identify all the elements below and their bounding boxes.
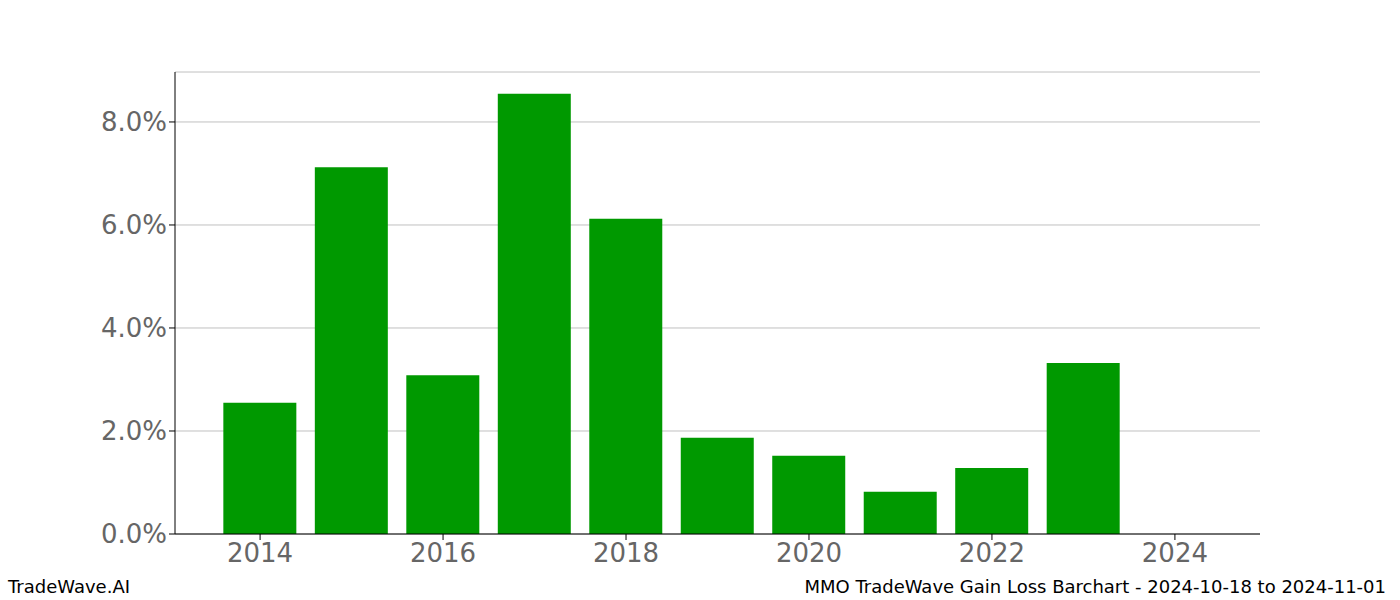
svg-text:2024: 2024 bbox=[1142, 538, 1208, 568]
svg-text:2018: 2018 bbox=[593, 538, 659, 568]
html-text:TradeWave.AI: TradeWave.AI bbox=[8, 576, 130, 597]
svg-text:2020: 2020 bbox=[776, 538, 842, 568]
svg-text:4.0%: 4.0% bbox=[101, 313, 167, 343]
svg-text:6.0%: 6.0% bbox=[101, 210, 167, 240]
svg-text:2.0%: 2.0% bbox=[101, 416, 167, 446]
svg-text:0.0%: 0.0% bbox=[101, 519, 167, 549]
svg-text:2014: 2014 bbox=[227, 538, 293, 568]
svg-text:2022: 2022 bbox=[959, 538, 1025, 568]
svg-text:8.0%: 8.0% bbox=[101, 107, 167, 137]
html-text:MMO TradeWave Gain Loss Barcha: MMO TradeWave Gain Loss Barchart - 2024-… bbox=[804, 576, 1386, 597]
svg-text:2016: 2016 bbox=[410, 538, 476, 568]
